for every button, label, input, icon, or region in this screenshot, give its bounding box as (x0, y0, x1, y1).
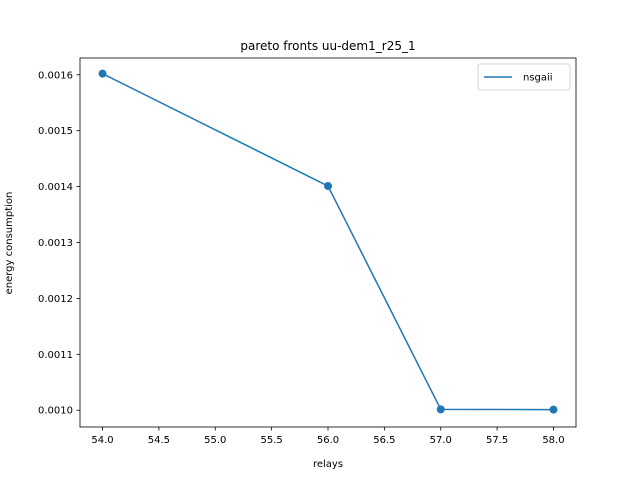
plot-area: 54.0 54.5 55.0 55.5 56.0 56.5 57.0 57.5 58.0 0.00… (38, 57, 577, 446)
y-tick-label: 0.0016 (38, 70, 73, 81)
x-tick-label: 54.0 (91, 435, 113, 446)
x-tick-label: 55.0 (204, 435, 226, 446)
data-point (324, 182, 332, 191)
x-tick-label: 57.0 (430, 435, 452, 446)
data-point (436, 405, 445, 414)
data-point (98, 69, 107, 78)
x-axis-label: relays (313, 459, 343, 470)
legend: nsgaii (477, 63, 571, 91)
data-point (549, 405, 558, 414)
x-tick-label: 58.0 (542, 435, 564, 446)
y-tick-label: 0.0013 (38, 238, 73, 249)
y-tick-label: 0.0014 (38, 182, 73, 193)
legend-box (477, 63, 571, 91)
x-tick-label: 54.5 (148, 435, 170, 446)
x-tick-label: 55.5 (261, 435, 283, 446)
x-tick-label: 57.5 (486, 435, 508, 446)
y-tick-label: 0.0015 (38, 126, 73, 137)
x-tick-label: 56.5 (373, 435, 395, 446)
y-axis-label: energy consumption (4, 192, 15, 295)
y-tick-label: 0.0012 (38, 294, 73, 305)
legend-label: nsgaii (523, 73, 553, 84)
y-tick-label: 0.0010 (38, 406, 73, 417)
series-line-nsgaii (102, 72, 554, 411)
y-tick-label: 0.0011 (38, 350, 73, 361)
x-tick-label: 56.0 (317, 435, 339, 446)
chart-title: pareto fronts uu-dem1_r25_1 (240, 39, 415, 53)
